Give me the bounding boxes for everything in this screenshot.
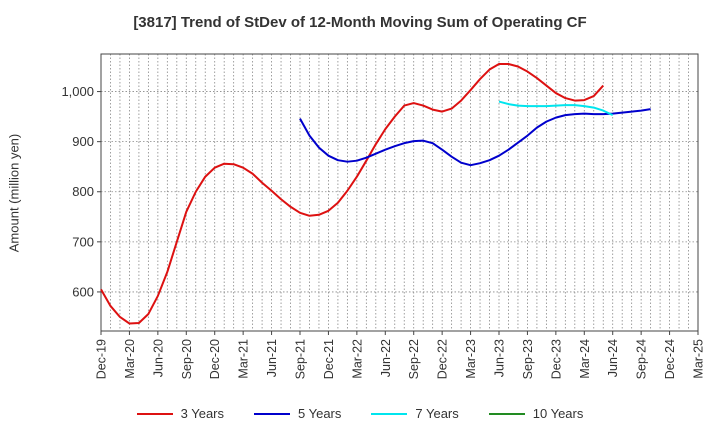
series-line-7-years	[498, 100, 614, 117]
y-tick-label: 900	[72, 134, 94, 149]
x-tick-label: Sep-20	[180, 339, 194, 379]
y-tick-label: 700	[72, 234, 94, 249]
series-lines	[100, 63, 651, 325]
x-tick-label: Sep-22	[407, 339, 421, 379]
x-tick-label: Sep-24	[635, 339, 649, 379]
x-tick-label: Dec-19	[95, 339, 109, 379]
grid	[101, 54, 698, 331]
x-tick-label: Jun-21	[265, 339, 279, 377]
x-tick-label: Dec-21	[322, 339, 336, 379]
x-tick-label: Sep-23	[521, 339, 535, 379]
legend-swatch-7-years	[371, 412, 408, 415]
y-tick-label: 800	[72, 184, 94, 199]
legend-item-3-years: 3 Years	[136, 406, 224, 421]
x-tick-label: Dec-24	[663, 339, 677, 379]
legend-label-5-years: 5 Years	[298, 406, 342, 421]
series-line-3-years	[100, 63, 604, 325]
x-tick-label: Jun-24	[606, 339, 620, 377]
legend-swatch-3-years	[136, 412, 173, 415]
legend-swatch-5-years	[254, 412, 290, 415]
x-tick-label: Jun-23	[493, 339, 507, 377]
x-tick-label: Mar-20	[123, 339, 137, 379]
x-tick-label: Mar-22	[350, 339, 364, 379]
x-tick-label: Dec-20	[208, 339, 222, 379]
legend-label-10-years: 10 Years	[532, 406, 584, 421]
chart-title: [3817] Trend of StDev of 12-Month Moving…	[133, 14, 587, 31]
x-tick-label: Jun-22	[379, 339, 393, 377]
legend: 3 Years 5 Years 7 Years 10 Years	[0, 406, 720, 421]
x-tick-label: Dec-22	[436, 339, 450, 379]
y-tick-label: 600	[72, 284, 94, 299]
x-tick-label: Mar-25	[692, 339, 706, 379]
x-tick-label: Mar-23	[464, 339, 478, 379]
legend-item-7-years: 7 Years	[371, 406, 459, 421]
plot-area	[100, 53, 699, 332]
legend-item-5-years: 5 Years	[254, 406, 341, 421]
x-tick-label: Mar-21	[237, 339, 251, 379]
x-tick-label: Dec-23	[549, 339, 563, 379]
legend-label-3-years: 3 Years	[180, 406, 224, 421]
x-tick-label: Jun-20	[151, 339, 165, 377]
series-line-5-years	[299, 108, 651, 167]
x-ticks: Dec-19 Mar-20 Jun-20 Sep-20 Dec-20 Mar-21 Jun-…	[95, 331, 706, 379]
y-ticks: 600 700 800 900 1,000	[61, 84, 101, 299]
y-tick-label: 1,000	[61, 84, 94, 99]
legend-item-10-years: 10 Years	[488, 406, 584, 421]
legend-swatch-10-years	[488, 412, 525, 415]
x-tick-label: Mar-24	[578, 339, 592, 379]
x-tick-label: Sep-21	[294, 339, 308, 379]
legend-label-7-years: 7 Years	[415, 406, 459, 421]
